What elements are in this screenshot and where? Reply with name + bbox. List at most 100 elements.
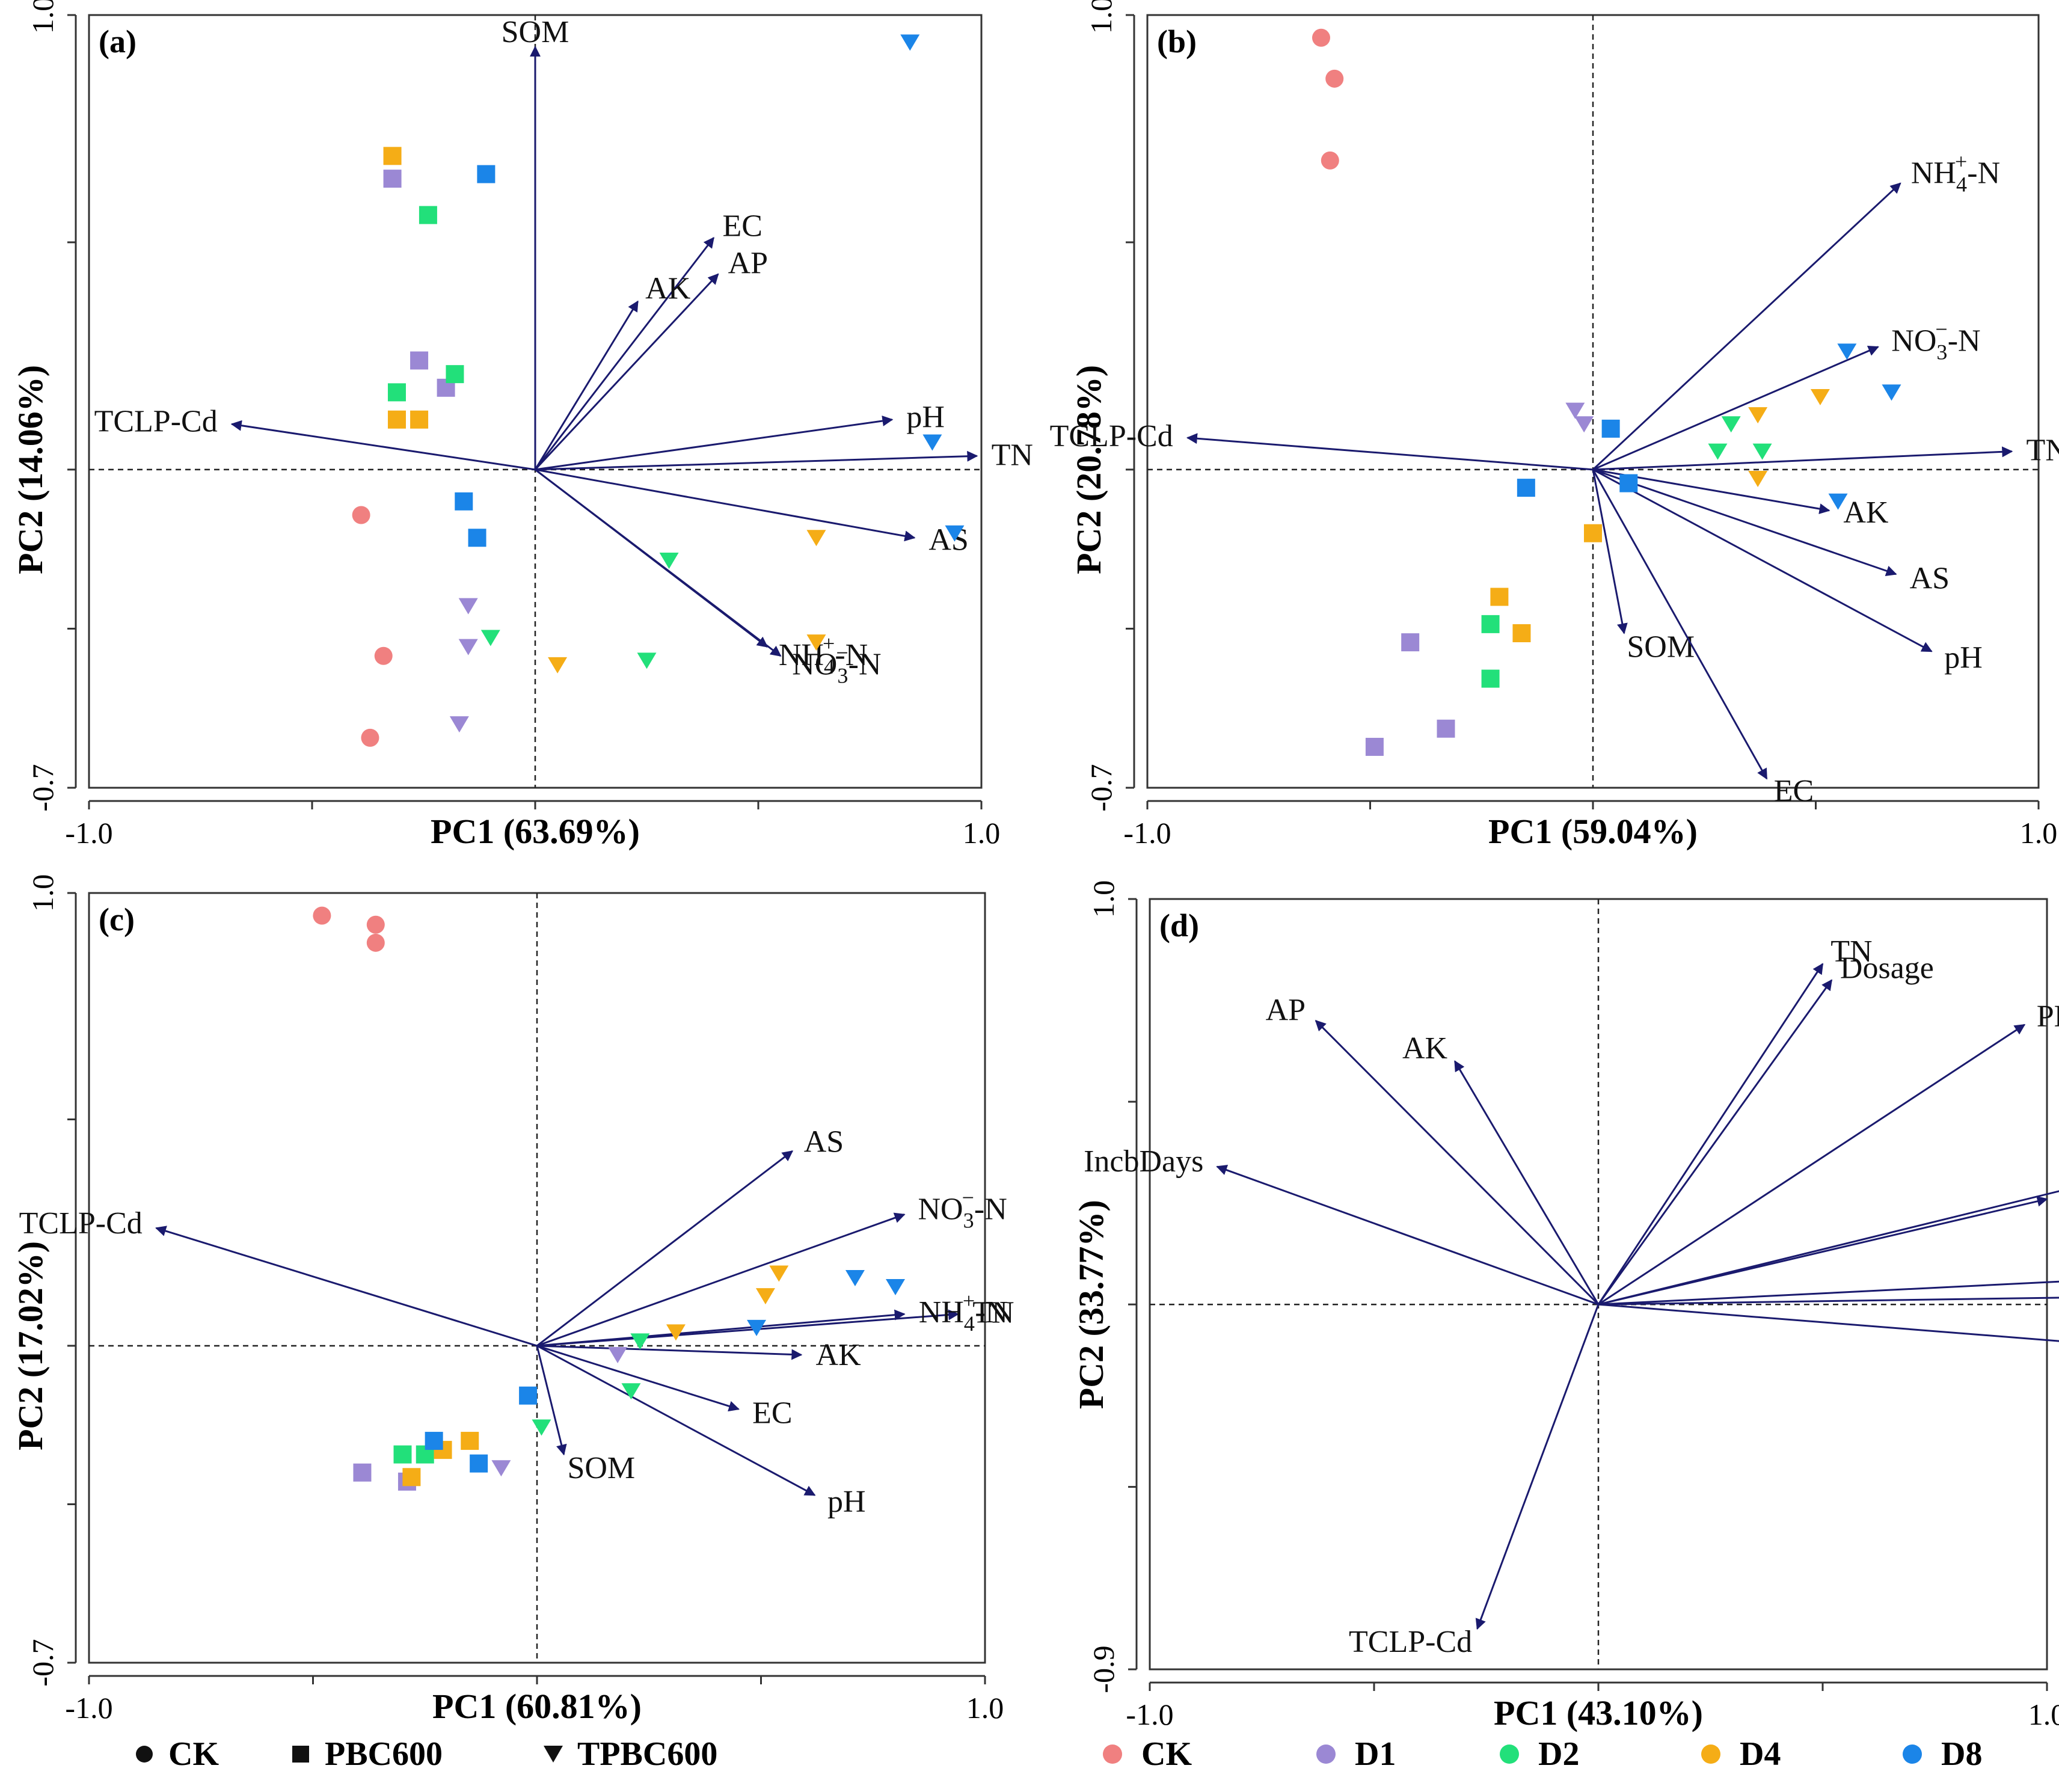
legends-layer: CK PBC600 TPBC600 CK D1 D2 D4 D8 [136, 1735, 1982, 1773]
point-d1-square-3 [1401, 633, 1420, 652]
loading-label-ec: EC [752, 1396, 792, 1431]
panel-d: -1.0 1.0 PC1 (43.10%) 1.0 -0.9 PC2 (33.77%) (d… [1072, 880, 2059, 1732]
loading-arrow-som [1592, 469, 1628, 634]
loading-label-no3-n: NO3−-N [1891, 317, 1980, 364]
point-d8-square-12 [477, 165, 496, 183]
legend-color-d1-marker [1316, 1744, 1336, 1764]
panel-c: -1.0 1.0 PC1 (60.81%) 1.0 -0.7 PC2 (17.02%) (c… [11, 874, 1014, 1726]
loading-arrow-tclp-cd [155, 1226, 538, 1347]
point-ck-circle-1 [374, 646, 393, 665]
loading-arrow-tclp-cd [1186, 433, 1594, 471]
point-d2-square-5 [393, 1445, 412, 1464]
loading-arrow-as [1598, 1280, 2059, 1306]
legend-shape-square-label: PBC600 [325, 1735, 443, 1773]
point-d8-triangle-24 [900, 34, 920, 51]
x-axis-title: PC1 (63.69%) [431, 812, 640, 851]
point-ck-circle-2 [1321, 151, 1339, 170]
loading-label-tclp-cd: TCLP-Cd [1050, 419, 1173, 453]
point-d4-triangle-21 [1748, 471, 1768, 487]
legend-color-ck-label: CK [1141, 1735, 1192, 1773]
loading-label-nh4plus-n: NH4+-N [1911, 149, 2000, 196]
point-d8-square-12 [470, 1454, 488, 1473]
point-d8-triangle-24 [1828, 493, 1848, 510]
y-axis-title: PC2 (17.02%) [11, 1241, 50, 1450]
y-tick-label-max: 1.0 [26, 0, 60, 34]
point-d4-square-9 [1490, 588, 1509, 606]
loading-label-tclp-cd: TCLP-Cd [19, 1206, 143, 1241]
loading-label-nh4plus-n: NH4+-N [919, 1289, 1008, 1336]
y-axis-title: PC2 (33.77%) [1072, 1200, 1111, 1409]
point-d8-triangle-21 [845, 1270, 865, 1286]
loading-arrow-no3-n [536, 1212, 906, 1347]
loading-arrow-tn [1597, 963, 1824, 1306]
point-d8-square-13 [1619, 474, 1638, 492]
loading-arrow-ec [534, 236, 714, 470]
y-tick-label-max: 1.0 [1084, 0, 1118, 34]
point-d1-square-5 [1365, 737, 1384, 756]
panel-label: (a) [99, 23, 137, 60]
point-d4-square-9 [402, 1468, 421, 1487]
point-d1-triangle-17 [449, 716, 469, 733]
legend-color-d8-marker [1903, 1744, 1922, 1764]
point-d8-square-12 [1517, 479, 1535, 497]
point-d4-square-8 [1584, 524, 1602, 542]
loading-label-ap: AP [728, 246, 768, 280]
loading-arrow-ap [1315, 1019, 1600, 1306]
legend-color-d8-label: D8 [1941, 1735, 1982, 1773]
loading-arrow-ph [536, 1345, 816, 1496]
y-axis-title: PC2 (20.78%) [1069, 365, 1108, 574]
point-d4-triangle-18 [769, 1265, 789, 1282]
point-d1-triangle-16 [458, 639, 478, 655]
legend-shape-circle-label: CK [168, 1735, 219, 1773]
x-tick-label-max: 1.0 [2028, 1698, 2059, 1731]
point-d1-square-4 [410, 351, 429, 370]
loading-arrow-som [536, 1345, 567, 1456]
panel-label: (d) [1159, 907, 1199, 944]
loading-label-tn: TN [1830, 934, 1872, 969]
loading-label-ec: EC [1774, 774, 1814, 808]
point-ck-circle-2 [366, 933, 385, 952]
point-d2-square-6 [419, 206, 437, 224]
loading-arrow-no3-n [1592, 345, 1879, 471]
legend-color-d1-label: D1 [1355, 1735, 1396, 1773]
x-tick-label-max: 1.0 [966, 1691, 1004, 1725]
loading-label-ph: PH [2037, 999, 2059, 1034]
loading-arrow-tn [535, 450, 978, 471]
point-d8-triangle-22 [886, 1279, 905, 1296]
panel-a: -1.0 1.0 PC1 (63.69%) 1.0 -0.7 PC2 (14.06%) (a… [11, 0, 1033, 851]
y-tick-label-min: -0.7 [26, 1639, 60, 1686]
loading-arrow-ph [1592, 468, 1933, 652]
y-tick-label-max: 1.0 [26, 874, 60, 912]
point-d1-square-3 [383, 170, 402, 188]
loading-arrow-ec [1598, 1195, 2048, 1306]
y-tick-label-min: -0.9 [1087, 1645, 1120, 1693]
loading-arrow-ph [535, 416, 894, 471]
legend-color-ck-marker [1103, 1744, 1122, 1764]
loading-label-tn: TN [992, 438, 1033, 472]
legend-color-d2-label: D2 [1538, 1735, 1579, 1773]
loading-label-ph: pH [827, 1485, 866, 1519]
point-d2-triangle-16 [1721, 416, 1741, 433]
point-d1-triangle-15 [1574, 416, 1594, 433]
loading-arrow-tn [1592, 446, 2013, 471]
point-d2-triangle-19 [480, 630, 500, 646]
loading-arrow-no3-n [1598, 1190, 2059, 1306]
loading-label-tclp-cd: TCLP-Cd [94, 405, 218, 439]
loading-label-som: SOM [567, 1451, 635, 1485]
x-axis-title: PC1 (60.81%) [432, 1687, 642, 1726]
point-d4-triangle-19 [1748, 407, 1768, 424]
legend-shape-triangle-marker [544, 1746, 563, 1763]
point-d2-triangle-18 [659, 553, 679, 569]
point-d8-triangle-25 [922, 434, 942, 451]
y-tick-label-min: -0.7 [26, 764, 60, 811]
loading-arrow-no3-n [535, 468, 782, 657]
x-tick-label-min: -1.0 [65, 1691, 112, 1725]
panel-label: (b) [1157, 23, 1197, 60]
point-d8-square-13 [455, 492, 473, 511]
x-axis-title: PC1 (59.04%) [1488, 812, 1698, 851]
loading-label-as: AS [1910, 562, 1950, 596]
point-ck-circle-0 [313, 906, 331, 925]
loading-label-no3-n: NO3−-N [792, 640, 881, 687]
loading-label-ph: pH [906, 400, 945, 434]
